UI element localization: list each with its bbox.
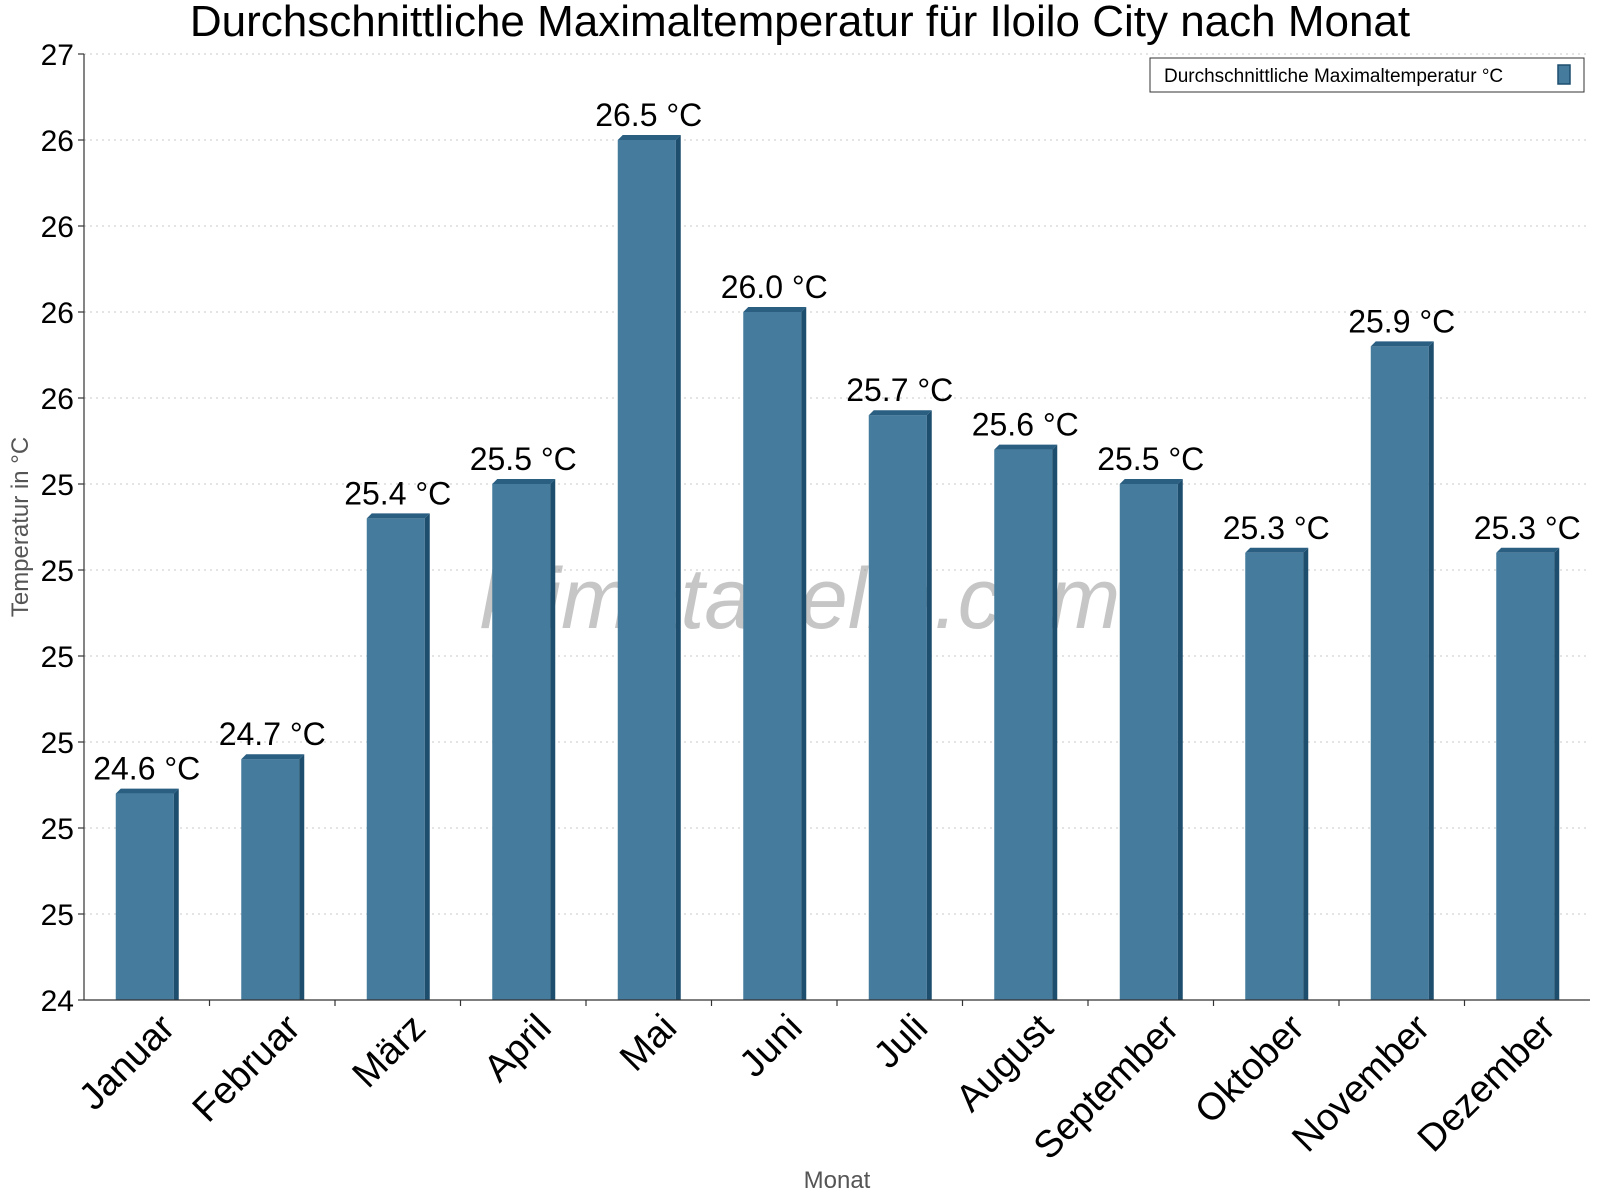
bar-front: [115, 793, 174, 1000]
x-tick-label: Dezember: [1410, 1006, 1564, 1160]
data-label: 24.6 °C: [93, 751, 200, 787]
bar-top: [241, 754, 305, 760]
bar-dezember[interactable]: [1496, 547, 1560, 1000]
y-tick-label: 25: [41, 727, 74, 760]
chart-title: Durchschnittliche Maximaltemperatur für …: [190, 0, 1410, 46]
bar-januar[interactable]: [115, 788, 179, 1000]
bar-side: [173, 788, 179, 1000]
bar-front: [868, 415, 927, 1000]
y-ticks: 24 25 25 25 25 25 25 26 26 26 26 27: [41, 39, 84, 1018]
bar-top: [1119, 479, 1183, 484]
bar-side: [299, 754, 305, 1000]
bar-top: [994, 444, 1058, 450]
y-tick-label: 26: [41, 297, 74, 330]
axes: [83, 54, 1590, 1001]
bar-top: [492, 479, 556, 484]
y-tick-label: 25: [41, 469, 74, 502]
bar-side: [1052, 444, 1058, 1001]
bar-top: [743, 307, 807, 312]
data-label: 25.3 °C: [1474, 510, 1581, 546]
bar-front: [1496, 552, 1555, 1000]
bar-august[interactable]: [994, 444, 1058, 1001]
data-labels: 24.6 °C 24.7 °C 25.4 °C 25.5 °C 26.5 °C 26.0 …: [93, 97, 1581, 787]
bar-top: [868, 410, 932, 416]
grid-lines: [84, 53, 1590, 915]
bar-front: [743, 312, 802, 1000]
x-tick-label: April: [476, 1007, 559, 1090]
bar-november[interactable]: [1370, 341, 1434, 1000]
bar-juni[interactable]: [743, 307, 807, 1000]
bar-oktober[interactable]: [1245, 547, 1309, 1000]
bar-top: [1496, 547, 1560, 553]
bar-side: [424, 513, 430, 1000]
bar-front: [492, 484, 551, 1000]
x-tick-label: Februar: [185, 1006, 309, 1130]
bar-side: [1177, 479, 1183, 1000]
bar-side: [1554, 547, 1560, 1000]
legend[interactable]: Durchschnittliche Maximaltemperatur °C: [1149, 57, 1585, 93]
bar-september[interactable]: [1119, 479, 1183, 1000]
x-axis-label: Monat: [804, 1167, 871, 1194]
x-tick-label: Juli: [866, 1007, 936, 1077]
data-label: 26.5 °C: [595, 97, 702, 133]
y-tick-label: 25: [41, 555, 74, 588]
bars: [115, 135, 1560, 1001]
bar-top: [115, 788, 179, 794]
data-label: 25.5 °C: [470, 441, 577, 477]
data-label: 25.3 °C: [1223, 510, 1330, 546]
bar-mai[interactable]: [617, 135, 681, 1000]
y-tick-label: 27: [41, 39, 74, 72]
bar-top: [1370, 341, 1434, 347]
bar-side: [550, 479, 556, 1000]
x-tick-label: Januar: [71, 1006, 183, 1118]
bar-front: [1370, 346, 1429, 1000]
bar-front: [1119, 484, 1178, 1000]
bar-front: [617, 140, 676, 1000]
y-tick-label: 24: [41, 985, 74, 1018]
y-tick-label: 25: [41, 813, 74, 846]
legend-box: [1149, 57, 1585, 93]
y-tick-label: 26: [41, 383, 74, 416]
bar-front: [994, 449, 1053, 1001]
bar-front: [366, 518, 425, 1000]
bar-juli[interactable]: [868, 410, 932, 1000]
legend-swatch: [1557, 64, 1571, 85]
bar-februar[interactable]: [241, 754, 305, 1000]
y-axis-label: Temperatur in °C: [7, 437, 34, 617]
x-tick-label: März: [345, 1007, 434, 1096]
data-label: 25.6 °C: [972, 407, 1079, 443]
bar-top: [366, 513, 430, 519]
data-label: 25.4 °C: [344, 475, 451, 511]
bar-front: [241, 759, 300, 1000]
bar-top: [617, 135, 681, 140]
y-tick-label: 26: [41, 125, 74, 158]
bar-side: [1303, 547, 1309, 1000]
bar-side: [801, 307, 807, 1000]
data-label: 25.5 °C: [1097, 441, 1204, 477]
bar-top: [1245, 547, 1309, 553]
bar-side: [1428, 341, 1434, 1000]
bar-april[interactable]: [492, 479, 556, 1000]
x-tick-label: Juni: [732, 1007, 811, 1086]
data-label: 25.7 °C: [846, 372, 953, 408]
bar-märz[interactable]: [366, 513, 430, 1000]
legend-label: Durchschnittliche Maximaltemperatur °C: [1164, 66, 1503, 87]
data-label: 24.7 °C: [219, 716, 326, 752]
data-label: 26.0 °C: [721, 269, 828, 305]
y-tick-label: 25: [41, 641, 74, 674]
y-tick-label: 25: [41, 899, 74, 932]
y-tick-label: 26: [41, 211, 74, 244]
x-tick-label: Mai: [612, 1007, 685, 1080]
data-label: 25.9 °C: [1348, 303, 1455, 339]
bar-side: [675, 135, 681, 1000]
bar-side: [926, 410, 932, 1000]
bar-front: [1245, 552, 1304, 1000]
x-tick-label: August: [948, 1006, 1062, 1120]
x-ticks: Januar Februar März April Mai Juni Juli AugustS…: [71, 1000, 1564, 1168]
x-tick-label: Oktober: [1187, 1006, 1313, 1132]
